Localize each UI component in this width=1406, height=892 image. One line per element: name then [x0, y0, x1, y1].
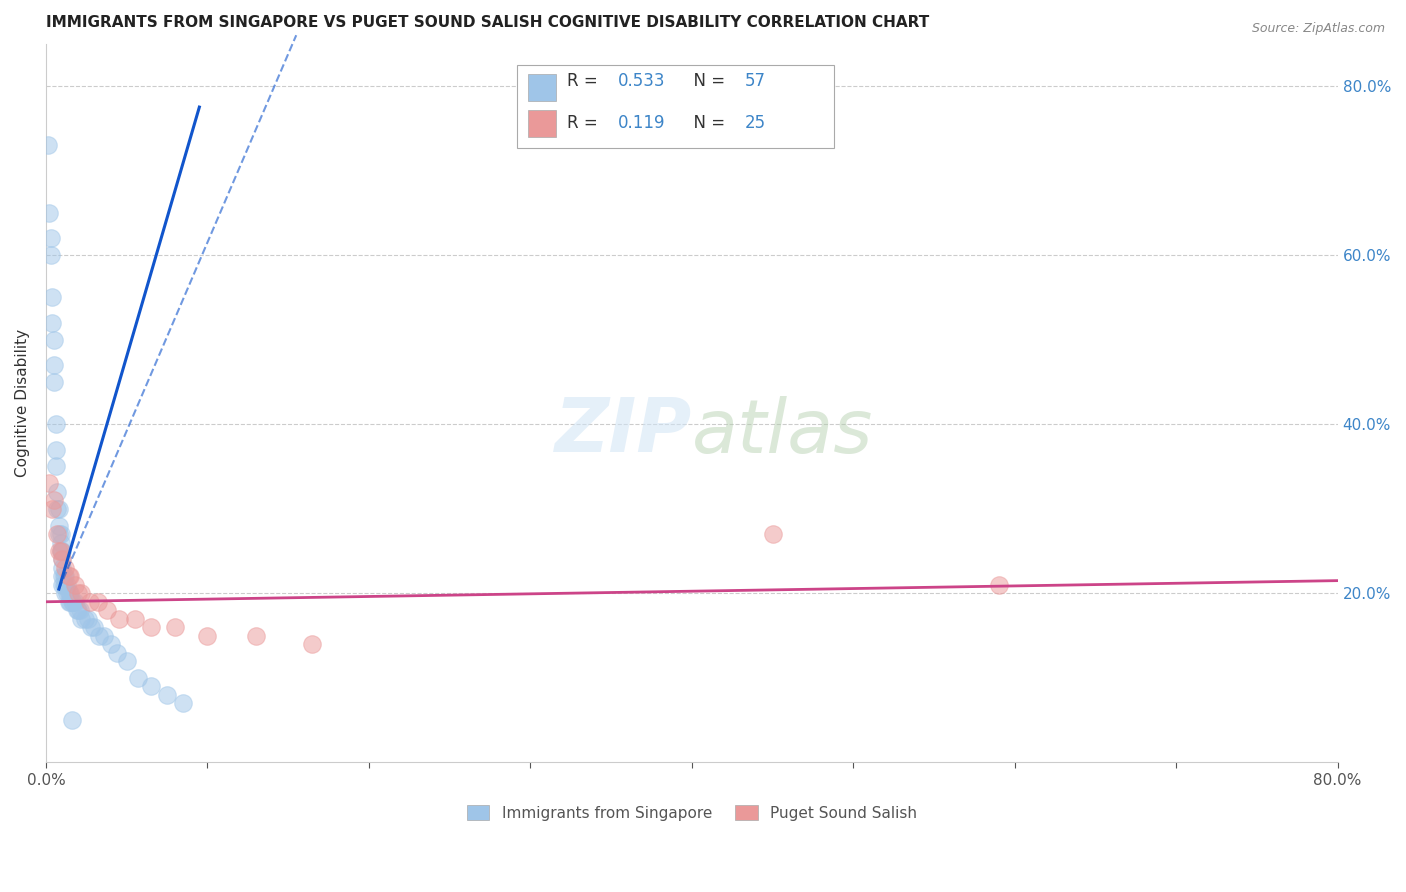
- Point: [58, 569, 80, 583]
- Text: atlas: atlas: [692, 396, 873, 467]
- Point: [124, 612, 146, 626]
- Point: [48, 518, 70, 533]
- Point: [53, 561, 76, 575]
- Point: [77, 612, 100, 626]
- Point: [45, 442, 67, 457]
- FancyBboxPatch shape: [527, 110, 557, 137]
- Point: [115, 654, 138, 668]
- Point: [58, 586, 80, 600]
- Point: [93, 629, 115, 643]
- Point: [63, 595, 86, 609]
- Point: [37, 138, 59, 153]
- Point: [41, 290, 63, 304]
- Point: [46, 484, 69, 499]
- Text: 0.533: 0.533: [619, 72, 665, 90]
- FancyBboxPatch shape: [527, 74, 557, 101]
- Point: [45, 459, 67, 474]
- Point: [48, 544, 70, 558]
- Point: [58, 595, 80, 609]
- Point: [59, 569, 82, 583]
- Point: [41, 501, 63, 516]
- Point: [60, 595, 83, 609]
- Point: [165, 620, 187, 634]
- Point: [197, 629, 219, 643]
- Text: Source: ZipAtlas.com: Source: ZipAtlas.com: [1251, 22, 1385, 36]
- Point: [139, 620, 162, 634]
- Point: [51, 552, 73, 566]
- Point: [53, 569, 76, 583]
- Point: [39, 248, 62, 262]
- Point: [67, 603, 90, 617]
- Point: [49, 535, 72, 549]
- Text: 25: 25: [745, 114, 766, 132]
- Point: [51, 578, 73, 592]
- Point: [67, 586, 90, 600]
- Point: [51, 569, 73, 583]
- Point: [172, 696, 194, 710]
- Point: [70, 612, 93, 626]
- Point: [39, 231, 62, 245]
- Point: [53, 578, 76, 592]
- Point: [42, 375, 65, 389]
- Y-axis label: Cognitive Disability: Cognitive Disability: [15, 329, 30, 477]
- Point: [62, 595, 84, 609]
- Point: [48, 501, 70, 516]
- Point: [105, 646, 128, 660]
- Point: [60, 713, 83, 727]
- Text: N =: N =: [683, 72, 730, 90]
- Point: [42, 333, 65, 347]
- Point: [69, 603, 91, 617]
- Point: [79, 595, 101, 609]
- Text: N =: N =: [683, 114, 730, 132]
- Point: [42, 358, 65, 372]
- Point: [73, 612, 96, 626]
- Point: [59, 595, 82, 609]
- Point: [49, 544, 72, 558]
- Point: [46, 527, 69, 541]
- Point: [52, 578, 75, 592]
- Point: [56, 578, 79, 592]
- Text: R =: R =: [567, 72, 603, 90]
- Point: [89, 629, 111, 643]
- Point: [127, 671, 149, 685]
- Point: [53, 586, 76, 600]
- Point: [48, 527, 70, 541]
- Point: [761, 527, 783, 541]
- Point: [51, 544, 73, 558]
- Point: [100, 637, 122, 651]
- Text: IMMIGRANTS FROM SINGAPORE VS PUGET SOUND SALISH COGNITIVE DISABILITY CORRELATION: IMMIGRANTS FROM SINGAPORE VS PUGET SOUND…: [46, 15, 929, 30]
- Point: [52, 569, 75, 583]
- Point: [66, 603, 89, 617]
- Text: 57: 57: [745, 72, 766, 90]
- Point: [245, 629, 267, 643]
- Point: [301, 637, 323, 651]
- Point: [107, 612, 129, 626]
- Point: [46, 501, 69, 516]
- Legend: Immigrants from Singapore, Puget Sound Salish: Immigrants from Singapore, Puget Sound S…: [460, 798, 924, 827]
- Point: [56, 586, 79, 600]
- Point: [86, 595, 108, 609]
- Text: 0.119: 0.119: [619, 114, 665, 132]
- Point: [59, 586, 82, 600]
- Point: [63, 578, 86, 592]
- Text: R =: R =: [567, 114, 607, 132]
- Point: [38, 476, 60, 491]
- Point: [96, 603, 118, 617]
- Point: [41, 316, 63, 330]
- Point: [139, 679, 162, 693]
- Point: [49, 544, 72, 558]
- Point: [70, 586, 93, 600]
- Point: [987, 578, 1010, 592]
- Text: ZIP: ZIP: [554, 395, 692, 468]
- Point: [51, 561, 73, 575]
- Point: [42, 493, 65, 508]
- Point: [80, 620, 103, 634]
- Point: [51, 552, 73, 566]
- Point: [83, 620, 105, 634]
- Point: [38, 206, 60, 220]
- Point: [45, 417, 67, 432]
- Point: [49, 527, 72, 541]
- FancyBboxPatch shape: [517, 65, 834, 148]
- Point: [156, 688, 179, 702]
